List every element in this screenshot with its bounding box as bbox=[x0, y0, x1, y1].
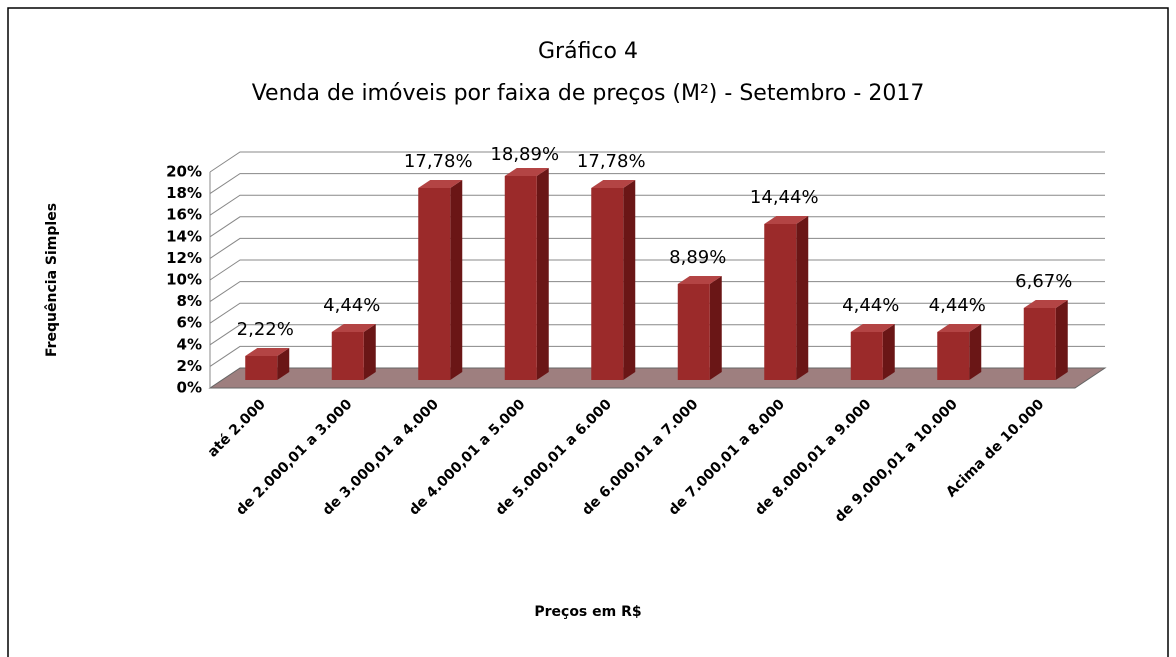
y-tick-label: 20% bbox=[166, 163, 202, 181]
bar-face bbox=[850, 324, 895, 333]
value-label: 2,22% bbox=[237, 319, 294, 340]
bar bbox=[331, 324, 376, 380]
y-tick-label: 8% bbox=[177, 292, 202, 310]
value-label: 6,67% bbox=[1015, 271, 1072, 292]
bar-face bbox=[623, 179, 636, 380]
y-tick-label: 12% bbox=[166, 249, 202, 267]
bar bbox=[764, 216, 809, 380]
bar bbox=[677, 275, 722, 380]
grid-line bbox=[209, 259, 1105, 281]
value-label: 18,89% bbox=[490, 144, 559, 165]
bar-face bbox=[677, 283, 710, 380]
grid-line bbox=[209, 194, 1105, 216]
bar bbox=[504, 167, 549, 380]
grid-line bbox=[209, 302, 1105, 324]
bar bbox=[850, 324, 895, 380]
value-label: 17,78% bbox=[404, 151, 473, 172]
grid-line bbox=[209, 281, 1105, 303]
bar-face bbox=[937, 324, 982, 333]
bar bbox=[937, 324, 982, 380]
bar-face bbox=[677, 275, 722, 284]
bar-face bbox=[591, 187, 624, 380]
value-label: 4,44% bbox=[929, 295, 986, 316]
y-tick-label: 4% bbox=[177, 335, 202, 353]
y-axis-label: Frequência Simples bbox=[44, 203, 60, 357]
value-label: 8,89% bbox=[669, 247, 726, 268]
bar-face bbox=[709, 275, 722, 380]
bar-face bbox=[504, 167, 549, 176]
y-tick-label: 2% bbox=[177, 357, 202, 375]
bar-face bbox=[796, 216, 809, 380]
y-tick-label: 10% bbox=[166, 271, 202, 289]
bar bbox=[1023, 299, 1068, 380]
x-axis-label: Preços em R$ bbox=[534, 604, 641, 620]
chart-title: Gráfico 4 bbox=[538, 39, 638, 64]
bar-face bbox=[882, 324, 895, 380]
bar-face bbox=[536, 167, 549, 380]
bar-face bbox=[1055, 299, 1068, 380]
bar-face bbox=[331, 332, 364, 380]
grid-line bbox=[209, 173, 1105, 195]
y-tick-label: 6% bbox=[177, 314, 202, 332]
bar-face bbox=[450, 179, 463, 380]
y-tick-label: 0% bbox=[177, 379, 202, 397]
y-tick-label: 18% bbox=[166, 184, 202, 202]
bar-face bbox=[504, 175, 537, 380]
bar-face bbox=[1023, 299, 1068, 308]
bar-face bbox=[850, 332, 883, 380]
value-label: 4,44% bbox=[842, 295, 899, 316]
bar-face bbox=[418, 179, 463, 188]
bar-face bbox=[331, 324, 376, 333]
value-label: 17,78% bbox=[577, 151, 646, 172]
bar-face bbox=[764, 216, 809, 225]
bar-face bbox=[418, 187, 451, 380]
bar-face bbox=[764, 224, 797, 380]
bar-face bbox=[245, 348, 290, 357]
bar-face bbox=[937, 332, 970, 380]
chart-subtitle: Venda de imóveis por faixa de preços (M²… bbox=[252, 81, 925, 106]
bar bbox=[591, 179, 636, 380]
y-tick-label: 16% bbox=[166, 206, 202, 224]
bar-face bbox=[1023, 307, 1056, 380]
value-label: 14,44% bbox=[750, 187, 819, 208]
grid-line bbox=[209, 237, 1105, 259]
bar-face bbox=[591, 179, 636, 188]
bar bbox=[245, 348, 290, 380]
bar-face bbox=[969, 324, 982, 380]
bar bbox=[418, 179, 463, 380]
value-label: 4,44% bbox=[323, 295, 380, 316]
grid-line bbox=[209, 151, 1105, 173]
grid-line bbox=[209, 345, 1105, 367]
grid-line bbox=[209, 216, 1105, 238]
y-tick-label: 14% bbox=[166, 227, 202, 245]
bar-face bbox=[363, 324, 376, 380]
bar-face bbox=[277, 348, 290, 380]
bar-face bbox=[245, 356, 278, 380]
grid-line bbox=[209, 324, 1105, 346]
